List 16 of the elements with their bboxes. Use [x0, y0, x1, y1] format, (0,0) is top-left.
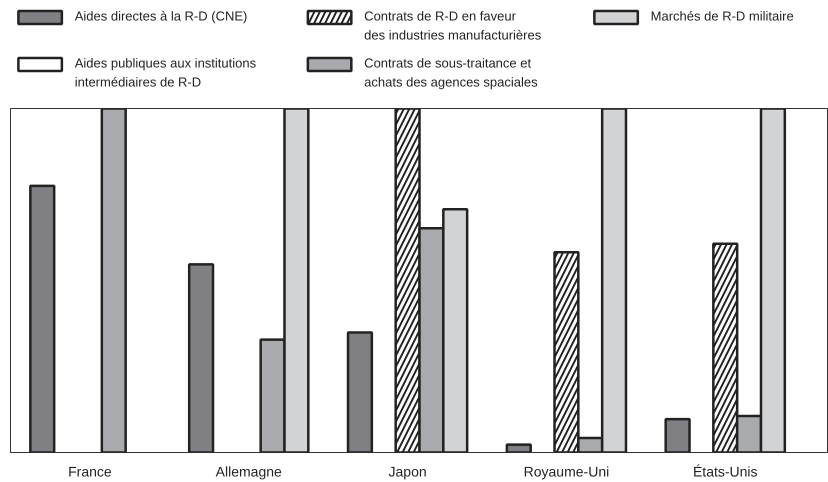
x-tick-label: Royaume-Uni: [524, 464, 610, 480]
bar: [100, 108, 127, 452]
bar: [506, 443, 532, 452]
x-tick-label: Japon: [388, 464, 427, 480]
legend-label: Contrats de R-D en faveur des industries manufacturières: [364, 8, 542, 42]
legend-label: Contrats de sous-traitance et achats des agences spaciales: [364, 56, 538, 90]
x-tick-label: France: [68, 464, 112, 480]
legend-label: Aides directes à la R-D (CNE): [74, 8, 248, 24]
legend-label: Marchés de R-D militaire: [650, 8, 794, 24]
bar: [346, 331, 374, 452]
bar: [188, 263, 214, 452]
x-tick-label: États-Unis: [692, 464, 758, 480]
bar: [29, 184, 56, 452]
bar: [664, 418, 691, 452]
legend-label: Aides publiques aux institutions intermédiaires de R-D: [74, 56, 257, 90]
x-tick-label: Allemagne: [216, 464, 282, 480]
